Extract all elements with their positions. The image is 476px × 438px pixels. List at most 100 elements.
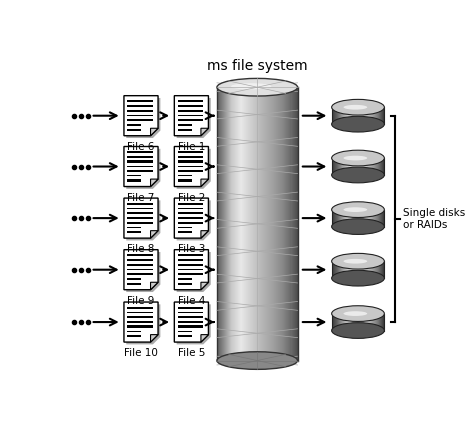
Bar — [278, 87, 279, 360]
Bar — [334, 261, 335, 278]
Polygon shape — [176, 149, 210, 189]
Bar — [343, 210, 344, 226]
Bar — [247, 87, 248, 360]
Polygon shape — [124, 302, 158, 342]
Bar — [232, 87, 233, 360]
Ellipse shape — [331, 306, 384, 321]
Polygon shape — [124, 146, 158, 187]
Bar — [361, 314, 363, 331]
Bar — [334, 314, 335, 331]
Bar — [178, 203, 203, 205]
Bar — [380, 158, 381, 175]
Bar — [368, 210, 369, 226]
Bar — [245, 87, 246, 360]
Bar — [364, 158, 365, 175]
Bar — [339, 210, 340, 226]
Bar — [357, 210, 358, 226]
Bar — [127, 115, 153, 116]
Bar — [335, 314, 336, 331]
Bar — [364, 314, 365, 331]
Bar — [378, 314, 379, 331]
Bar — [358, 210, 359, 226]
Bar — [294, 87, 295, 360]
Bar — [381, 107, 383, 124]
Bar — [381, 314, 383, 331]
Bar — [335, 158, 336, 175]
Bar — [348, 261, 349, 278]
Bar — [127, 273, 153, 276]
Bar — [383, 261, 384, 278]
Bar — [217, 87, 218, 360]
Polygon shape — [176, 304, 210, 344]
Bar — [178, 115, 203, 116]
Text: File 8: File 8 — [127, 244, 154, 254]
Polygon shape — [200, 179, 208, 187]
Bar — [274, 87, 275, 360]
Bar — [373, 107, 374, 124]
Bar — [352, 314, 353, 331]
Text: File 1: File 1 — [178, 142, 205, 152]
Polygon shape — [126, 201, 160, 240]
Bar — [360, 261, 361, 278]
Bar — [374, 314, 375, 331]
Polygon shape — [176, 252, 210, 292]
Bar — [354, 314, 355, 331]
Bar — [375, 107, 376, 124]
Bar — [370, 261, 371, 278]
Bar — [127, 217, 153, 219]
Bar — [178, 180, 191, 182]
Polygon shape — [174, 198, 208, 238]
Bar — [345, 314, 346, 331]
Bar — [255, 87, 256, 360]
Bar — [331, 314, 332, 331]
Bar — [344, 210, 345, 226]
Bar — [127, 335, 141, 337]
Bar — [374, 107, 375, 124]
Text: File 6: File 6 — [127, 142, 154, 152]
Bar — [234, 87, 235, 360]
Bar — [351, 314, 352, 331]
Bar — [241, 87, 242, 360]
Bar — [267, 87, 268, 360]
Bar — [354, 261, 355, 278]
Bar — [360, 314, 361, 331]
Bar — [178, 316, 203, 318]
Bar — [287, 87, 288, 360]
Bar — [353, 314, 354, 331]
Bar — [348, 158, 349, 175]
Bar — [265, 87, 266, 360]
Bar — [178, 175, 191, 177]
Bar — [357, 158, 358, 175]
Ellipse shape — [331, 270, 384, 286]
Polygon shape — [126, 149, 160, 189]
Bar — [251, 87, 252, 360]
Bar — [346, 210, 347, 226]
Bar — [336, 210, 337, 226]
Bar — [376, 314, 377, 331]
Bar — [224, 87, 225, 360]
Bar — [337, 158, 338, 175]
Bar — [376, 261, 377, 278]
Bar — [178, 208, 203, 209]
Bar — [127, 254, 153, 256]
Bar — [354, 210, 355, 226]
Text: File 3: File 3 — [178, 244, 205, 254]
Bar — [377, 210, 378, 226]
Bar — [284, 87, 285, 360]
Bar — [359, 107, 360, 124]
Bar — [235, 87, 236, 360]
Bar — [239, 87, 241, 360]
Polygon shape — [126, 304, 160, 344]
Bar — [344, 314, 345, 331]
Bar — [281, 87, 282, 360]
Bar — [380, 210, 381, 226]
Bar — [127, 151, 153, 153]
Bar — [127, 160, 153, 162]
Bar — [352, 158, 353, 175]
Bar — [356, 210, 357, 226]
Bar — [339, 158, 340, 175]
Bar — [178, 151, 203, 153]
Bar — [178, 212, 203, 214]
Bar — [361, 210, 363, 226]
Ellipse shape — [331, 150, 384, 166]
